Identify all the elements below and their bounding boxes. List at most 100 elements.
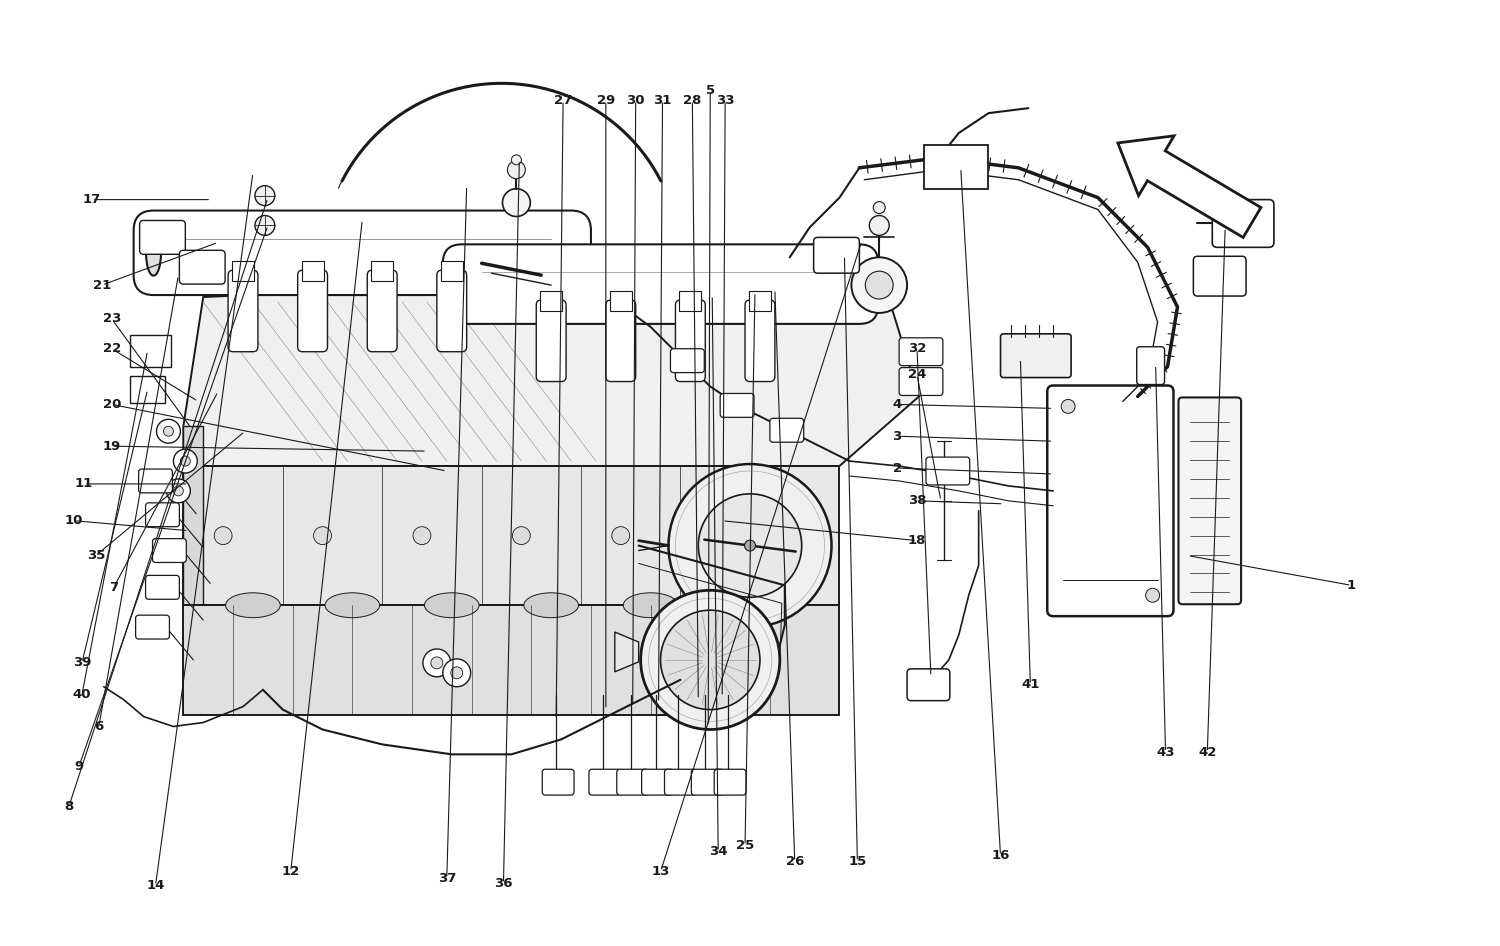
Text: 1: 1: [1347, 579, 1356, 592]
Text: 35: 35: [87, 549, 105, 562]
FancyBboxPatch shape: [898, 338, 944, 366]
Text: 25: 25: [736, 839, 754, 852]
FancyBboxPatch shape: [770, 418, 804, 442]
Polygon shape: [183, 466, 840, 605]
Polygon shape: [1118, 136, 1262, 237]
Text: 23: 23: [102, 312, 122, 325]
Circle shape: [1234, 218, 1246, 230]
Text: 8: 8: [64, 799, 74, 813]
Text: 34: 34: [710, 846, 728, 858]
Text: 9: 9: [75, 760, 84, 773]
Circle shape: [1146, 588, 1160, 603]
Text: 32: 32: [908, 342, 926, 356]
FancyBboxPatch shape: [540, 291, 562, 311]
FancyBboxPatch shape: [370, 261, 393, 281]
Text: 6: 6: [94, 720, 104, 733]
Circle shape: [711, 527, 729, 545]
Text: 41: 41: [1022, 678, 1040, 692]
Text: 36: 36: [494, 877, 513, 890]
Ellipse shape: [524, 593, 579, 618]
Polygon shape: [183, 267, 920, 466]
FancyBboxPatch shape: [297, 271, 327, 352]
FancyBboxPatch shape: [153, 538, 186, 563]
FancyBboxPatch shape: [680, 291, 702, 311]
Text: 21: 21: [93, 279, 111, 291]
Ellipse shape: [622, 593, 678, 618]
Circle shape: [503, 188, 531, 217]
Text: 7: 7: [110, 581, 118, 594]
Circle shape: [852, 257, 907, 313]
Circle shape: [214, 527, 232, 545]
Text: 15: 15: [847, 855, 867, 868]
FancyBboxPatch shape: [542, 769, 574, 795]
Circle shape: [1152, 356, 1164, 368]
FancyBboxPatch shape: [664, 769, 696, 795]
Circle shape: [660, 610, 760, 710]
Circle shape: [744, 540, 756, 551]
Circle shape: [669, 464, 831, 627]
Text: 30: 30: [627, 94, 645, 107]
FancyBboxPatch shape: [813, 237, 859, 273]
Circle shape: [255, 185, 274, 205]
FancyBboxPatch shape: [442, 244, 878, 324]
Circle shape: [640, 590, 780, 729]
Text: 27: 27: [554, 94, 572, 107]
FancyBboxPatch shape: [924, 145, 987, 188]
FancyBboxPatch shape: [898, 368, 944, 395]
Text: 33: 33: [716, 94, 735, 107]
Circle shape: [513, 527, 531, 545]
Text: 2: 2: [892, 462, 902, 475]
Ellipse shape: [146, 231, 160, 275]
Text: 5: 5: [705, 84, 716, 96]
Circle shape: [180, 456, 190, 466]
Text: 37: 37: [438, 872, 456, 885]
FancyBboxPatch shape: [926, 457, 969, 485]
Text: 28: 28: [682, 94, 702, 107]
FancyBboxPatch shape: [692, 769, 723, 795]
Circle shape: [174, 449, 198, 473]
Text: 39: 39: [74, 657, 92, 670]
Circle shape: [507, 161, 525, 179]
Text: 20: 20: [102, 398, 122, 411]
Ellipse shape: [326, 593, 380, 618]
FancyBboxPatch shape: [1137, 347, 1164, 384]
FancyBboxPatch shape: [180, 251, 225, 284]
FancyBboxPatch shape: [537, 300, 566, 381]
Circle shape: [164, 427, 174, 436]
FancyBboxPatch shape: [129, 376, 165, 403]
Circle shape: [1250, 218, 1262, 230]
FancyBboxPatch shape: [135, 615, 170, 639]
FancyBboxPatch shape: [675, 300, 705, 381]
Text: 22: 22: [102, 342, 122, 356]
Text: 40: 40: [72, 688, 92, 701]
FancyBboxPatch shape: [134, 211, 591, 295]
Text: 17: 17: [82, 193, 100, 206]
FancyBboxPatch shape: [232, 261, 254, 281]
FancyBboxPatch shape: [146, 503, 180, 527]
Circle shape: [699, 494, 801, 597]
FancyBboxPatch shape: [1179, 397, 1240, 604]
Circle shape: [612, 527, 630, 545]
FancyBboxPatch shape: [720, 394, 754, 417]
Text: 4: 4: [892, 398, 902, 411]
Circle shape: [865, 272, 892, 299]
FancyBboxPatch shape: [1194, 256, 1246, 296]
FancyBboxPatch shape: [714, 769, 746, 795]
Circle shape: [135, 344, 147, 357]
Circle shape: [452, 667, 462, 679]
Circle shape: [430, 657, 442, 669]
FancyBboxPatch shape: [140, 220, 186, 254]
FancyBboxPatch shape: [670, 349, 705, 373]
Text: 43: 43: [1156, 745, 1174, 759]
Ellipse shape: [225, 593, 280, 618]
Circle shape: [423, 649, 451, 676]
Ellipse shape: [723, 593, 777, 618]
FancyBboxPatch shape: [606, 300, 636, 381]
Text: 18: 18: [908, 534, 926, 547]
FancyBboxPatch shape: [616, 769, 648, 795]
Circle shape: [870, 216, 889, 236]
Circle shape: [314, 527, 332, 545]
Circle shape: [790, 527, 808, 545]
Text: 31: 31: [654, 94, 672, 107]
Text: 3: 3: [892, 429, 902, 443]
